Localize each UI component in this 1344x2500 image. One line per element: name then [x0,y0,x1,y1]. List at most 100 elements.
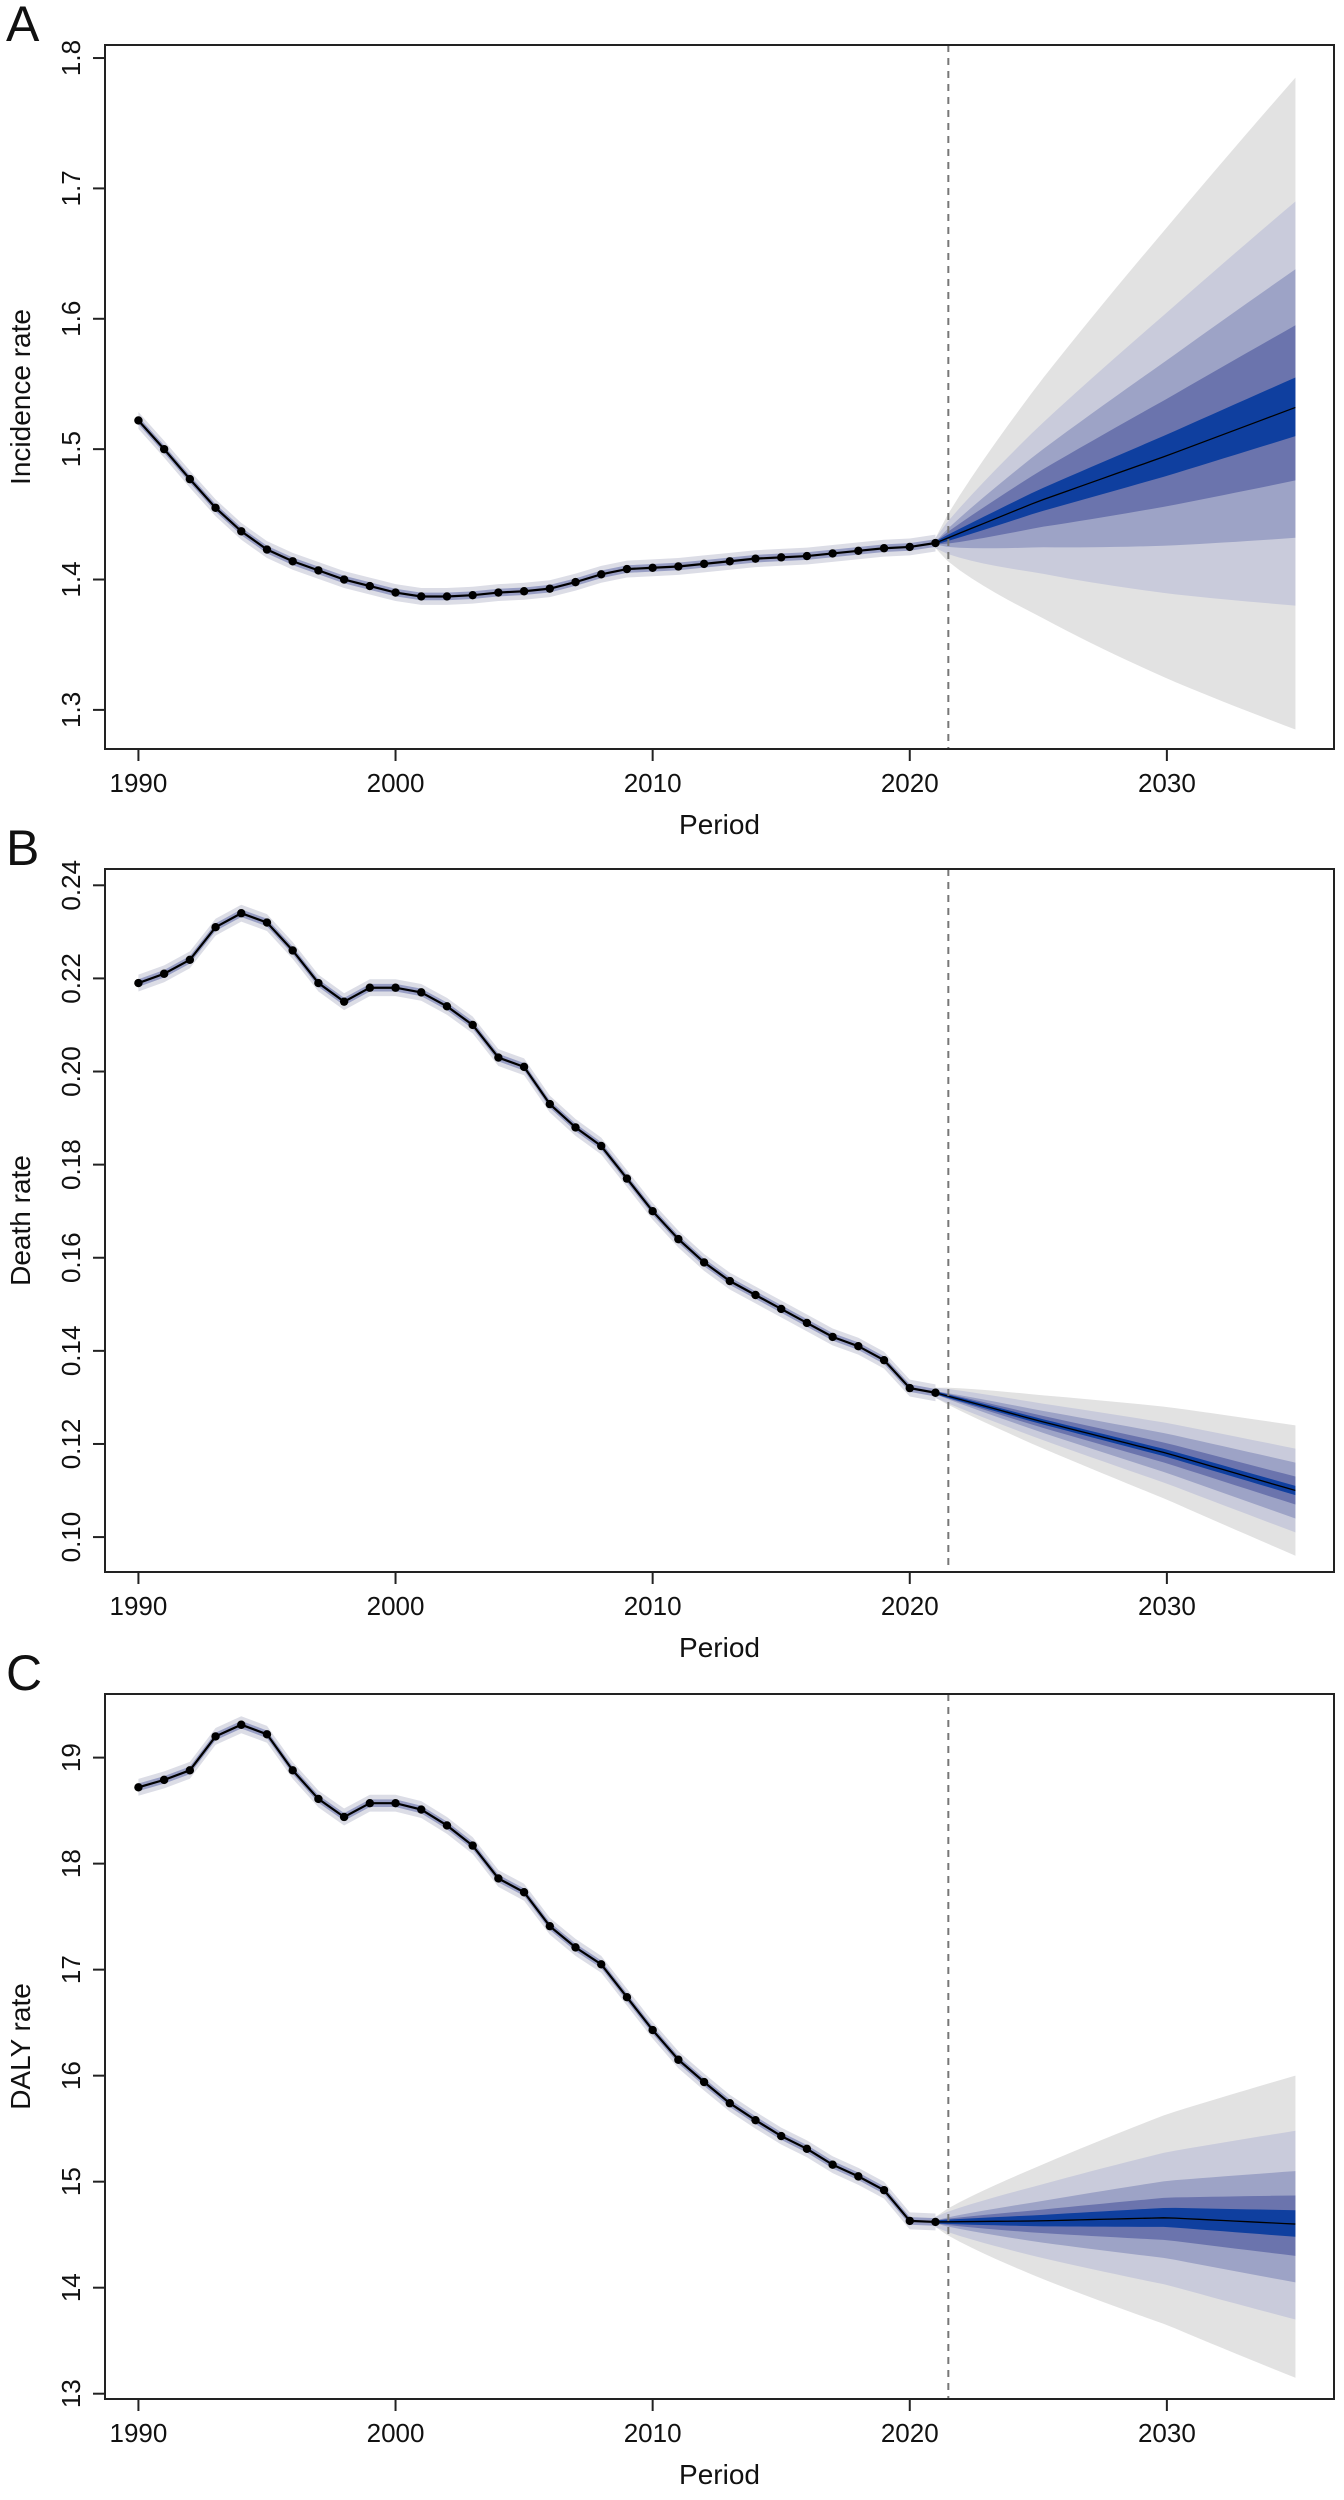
data-point [905,2216,914,2226]
x-axis-label: Period [679,809,760,840]
data-point [905,1383,914,1393]
data-point [185,1766,195,1775]
observed-line [138,912,936,1394]
data-point [185,474,195,484]
data-point [699,2077,709,2087]
y-tick-label: 1.7 [56,170,86,206]
data-point [314,978,323,988]
history-uncertainty-band [138,412,936,605]
data-point [237,1720,246,1729]
data-point [442,592,452,601]
y-tick-label: 0.22 [56,953,86,1004]
data-point [262,1730,272,1739]
data-point [365,983,375,992]
data-point [288,946,297,955]
data-point [519,1888,529,1897]
x-tick-label: 2020 [881,2418,939,2448]
data-point [828,549,837,558]
y-tick-label: 15 [56,2167,86,2196]
data-point [339,1812,349,1822]
data-point [674,562,683,571]
data-point [519,587,529,596]
data-point [571,577,580,587]
forecast-median-line [935,2217,1296,2225]
data-point [519,1062,529,1072]
y-tick-label: 1.3 [56,692,86,728]
data-point [494,588,503,597]
forecast-median-line [935,1392,1296,1492]
panel-letter: C [6,1645,42,1701]
x-tick-label: 2030 [1138,2418,1196,2448]
forecast-band-5 [935,2207,1296,2237]
y-tick-label: 17 [56,1955,86,1984]
y-tick-label: 1.6 [56,301,86,337]
data-point [777,553,786,562]
data-point [931,1388,940,1397]
data-point [699,559,709,569]
data-point [468,590,477,600]
x-tick-label: 2010 [624,1591,682,1621]
x-tick-label: 2010 [624,768,682,798]
data-point [211,922,220,932]
panel-c: 1990 2000 2010 2020 2030 13 14 15 16 17 18 19 Period… [5,1645,1335,2490]
forecast-band-4 [935,325,1296,545]
data-point [262,545,272,554]
data-point [314,566,323,575]
data-point [674,2055,683,2064]
data-point [751,554,760,563]
data-point [571,1123,580,1132]
data-point [237,527,246,536]
data-point [417,988,426,997]
data-point [931,538,940,548]
data-point [237,909,246,918]
y-axis-label: Incidence rate [5,309,36,485]
data-point [622,564,632,574]
history-uncertainty-band [138,904,936,1402]
data-point [159,444,169,454]
data-point [879,2185,889,2195]
y-tick-label: 14 [56,2273,86,2302]
data-point [879,1355,889,1365]
x-axis-label: Period [679,2459,760,2490]
data-point [288,557,297,566]
y-tick-label: 0.18 [56,1139,86,1190]
y-tick-label: 18 [56,1849,86,1878]
history-inner-band [138,416,936,601]
y-tick-label: 13 [56,2379,86,2408]
data-point [597,1960,606,1969]
x-tick-label: 2000 [367,1591,425,1621]
y-tick-label: 1.5 [56,431,86,467]
x-axis-label: Period [679,1632,760,1663]
data-point [648,563,657,572]
data-point [468,1020,477,1030]
data-point [751,1290,760,1300]
x-tick-label: 2030 [1138,768,1196,798]
y-axis-label: DALY rate [5,1983,36,2110]
x-tick-label: 1990 [110,2418,168,2448]
x-tick-label: 1990 [110,768,168,798]
y-tick-label: 0.14 [56,1326,86,1377]
y-tick-label: 0.16 [56,1232,86,1283]
data-point [597,1141,606,1151]
data-point [648,2025,657,2035]
data-point [699,1258,709,1267]
data-point [288,1766,297,1775]
data-point [725,557,734,566]
data-point [134,416,143,425]
plot-frame [104,868,1335,1573]
data-point [365,1798,375,1808]
data-point [365,581,375,591]
data-point [417,592,426,601]
data-point [622,1174,632,1183]
data-point [802,551,812,561]
x-tick-label: 2020 [881,768,939,798]
data-point [211,1732,220,1741]
plot-frame [104,44,1335,750]
panel-letter: B [6,820,39,876]
data-point [545,1921,555,1931]
panel-b: 1990 2000 2010 2020 2030 0.10 0.12 0.14 0.16 0.18… [5,820,1335,1663]
data-point [185,955,195,964]
panel-a: 1990 2000 2010 2020 2030 1.3 1.4 1.5 1.6 1.7 1.8 Pe… [5,0,1335,840]
y-tick-label: 19 [56,1743,86,1772]
